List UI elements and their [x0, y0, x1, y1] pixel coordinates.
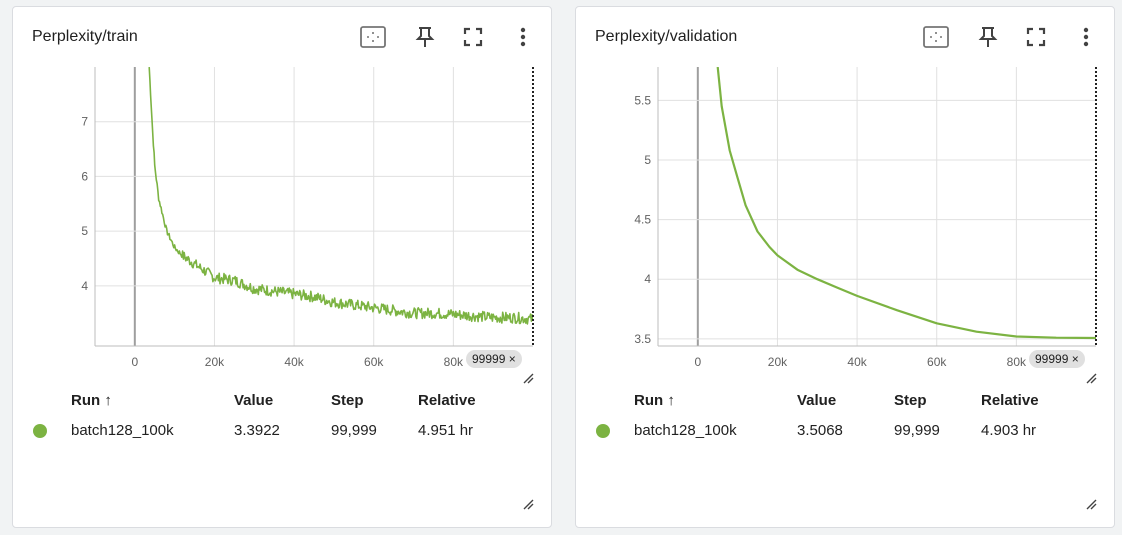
pin-button[interactable] — [974, 23, 1002, 51]
more-options-button[interactable] — [509, 23, 537, 51]
pin-button[interactable] — [411, 23, 439, 51]
x-tick-label: 40k — [284, 355, 304, 369]
run-column-header[interactable]: Run ↑ — [71, 391, 112, 409]
x-tick-label: 60k — [364, 355, 384, 369]
relative-column-header[interactable]: Relative — [981, 391, 1039, 409]
step-chip-label: 99999 — [472, 352, 506, 366]
resize-handle-icon[interactable] — [1085, 372, 1097, 384]
fit-domain-button[interactable] — [922, 23, 950, 51]
fit-domain-icon — [923, 26, 949, 48]
fullscreen-icon — [463, 27, 483, 47]
step-cursor-chip[interactable]: 99999 × — [1029, 350, 1085, 368]
run-color-dot — [596, 423, 610, 438]
x-tick-label: 80k — [444, 355, 464, 369]
runs-table: Run ↑ Value Step Relative batch128_100k … — [33, 389, 518, 449]
run-step: 99,999 — [894, 421, 940, 439]
x-tick-label: 80k — [1007, 355, 1027, 369]
series-line — [148, 67, 533, 325]
card-title: Perplexity/validation — [595, 28, 738, 45]
fit-domain-button[interactable] — [359, 23, 387, 51]
runs-table: Run ↑ Value Step Relative batch128_100k … — [596, 389, 1081, 449]
pin-icon — [978, 27, 998, 47]
series-line — [716, 67, 1096, 340]
run-name: batch128_100k — [71, 421, 174, 439]
y-tick-label: 5.5 — [634, 93, 651, 107]
y-tick-label: 5 — [644, 153, 651, 167]
more-vert-icon — [520, 27, 526, 47]
y-tick-label: 4 — [81, 279, 88, 293]
y-tick-label: 7 — [81, 115, 88, 129]
fullscreen-icon — [1026, 27, 1046, 47]
y-tick-label: 4 — [644, 272, 651, 286]
chart-card-validation: Perplexity/validation 0 20k 40k 60k 80k 3.5 4 4… — [575, 6, 1115, 528]
relative-column-header[interactable]: Relative — [418, 391, 476, 409]
value-column-header[interactable]: Value — [234, 391, 274, 409]
y-tick-label: 4.5 — [634, 213, 651, 227]
x-tick-label: 40k — [847, 355, 867, 369]
fullscreen-button[interactable] — [459, 23, 487, 51]
resize-handle-icon[interactable] — [522, 372, 534, 384]
step-column-header[interactable]: Step — [331, 391, 364, 409]
x-tick-label: 60k — [927, 355, 947, 369]
resize-handle-icon[interactable] — [1085, 498, 1097, 510]
table-row: batch128_100k 3.5068 99,999 4.903 hr — [596, 411, 1081, 449]
run-relative: 4.903 hr — [981, 421, 1037, 439]
x-tick-label: 0 — [131, 355, 138, 369]
run-name: batch128_100k — [634, 421, 737, 439]
step-cursor-chip[interactable]: 99999 × — [466, 350, 522, 368]
more-options-button[interactable] — [1072, 23, 1100, 51]
y-tick-label: 6 — [81, 169, 88, 183]
chip-close-icon[interactable]: × — [1071, 352, 1079, 366]
run-step: 99,999 — [331, 421, 377, 439]
y-tick-label: 5 — [81, 224, 88, 238]
step-chip-label: 99999 — [1035, 352, 1069, 366]
card-title: Perplexity/train — [32, 28, 138, 45]
fullscreen-button[interactable] — [1022, 23, 1050, 51]
runs-table-header: Run ↑ Value Step Relative — [596, 389, 1081, 411]
y-tick-label: 3.5 — [634, 332, 651, 346]
fit-domain-icon — [360, 26, 386, 48]
x-tick-label: 0 — [694, 355, 701, 369]
runs-table-header: Run ↑ Value Step Relative — [33, 389, 518, 411]
x-tick-label: 20k — [205, 355, 225, 369]
run-relative: 4.951 hr — [418, 421, 474, 439]
run-value: 3.5068 — [797, 421, 843, 439]
line-chart-train[interactable]: 0 20k 40k 60k 80k 4 5 6 7 — [13, 7, 553, 387]
pin-icon — [415, 27, 435, 47]
run-color-dot — [33, 423, 47, 438]
more-vert-icon — [1083, 27, 1089, 47]
resize-handle-icon[interactable] — [522, 498, 534, 510]
chart-card-train: Perplexity/train 0 20k 40k 60k 80k 4 5 6 7 99999… — [12, 6, 552, 528]
step-column-header[interactable]: Step — [894, 391, 927, 409]
value-column-header[interactable]: Value — [797, 391, 837, 409]
x-tick-label: 20k — [768, 355, 788, 369]
chip-close-icon[interactable]: × — [508, 352, 516, 366]
run-value: 3.3922 — [234, 421, 280, 439]
table-row: batch128_100k 3.3922 99,999 4.951 hr — [33, 411, 518, 449]
run-column-header[interactable]: Run ↑ — [634, 391, 675, 409]
line-chart-validation[interactable]: 0 20k 40k 60k 80k 3.5 4 4.5 5 5.5 — [576, 7, 1116, 387]
